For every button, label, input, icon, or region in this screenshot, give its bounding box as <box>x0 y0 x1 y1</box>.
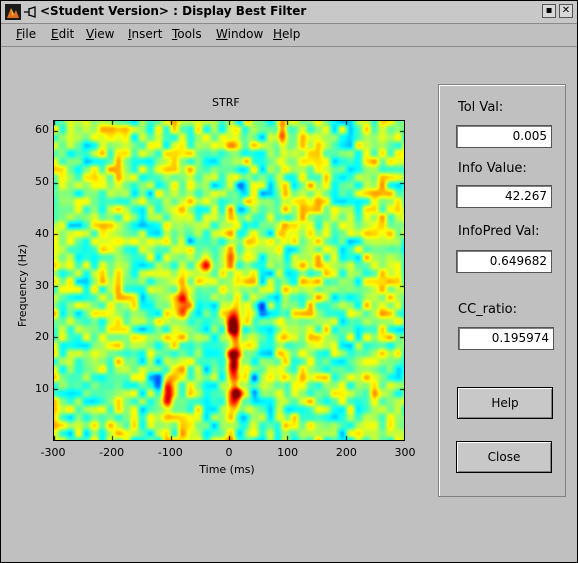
y-tick-label: 40 <box>35 226 49 240</box>
tol-val-field[interactable]: 0.005 <box>456 125 552 148</box>
x-tick-label: 200 <box>335 446 357 459</box>
infopred-val-field[interactable]: 0.649682 <box>456 250 552 273</box>
infopred-val-label: InfoPred Val: <box>458 224 540 239</box>
y-tick-label: 30 <box>35 278 49 292</box>
menu-tools[interactable]: Tools <box>172 27 202 41</box>
menu-help[interactable]: Help <box>273 27 301 41</box>
title-bar[interactable]: <Student Version> : Display Best Filter … <box>1 1 577 24</box>
minimize-button[interactable]: ▪ <box>542 4 556 18</box>
close-window-button[interactable]: ✕ <box>559 4 573 18</box>
menu-view[interactable]: View <box>86 27 115 41</box>
cc-ratio-label: CC_ratio: <box>458 302 518 317</box>
pin-icon[interactable] <box>23 4 37 20</box>
x-tick-label: -300 <box>40 446 66 459</box>
window-title: <Student Version> : Display Best Filter <box>40 4 307 18</box>
info-value-field[interactable]: 42.267 <box>456 185 552 208</box>
filter-info-panel: Tol Val: 0.005 Info Value: 42.267 InfoPr… <box>438 84 566 497</box>
tol-val-label: Tol Val: <box>458 100 504 115</box>
close-icon: ✕ <box>561 5 571 16</box>
x-tick-label: -100 <box>157 446 183 459</box>
minimize-icon: ▪ <box>545 5 553 16</box>
close-button[interactable]: Close <box>456 441 552 473</box>
x-axis-label: Time (ms) <box>199 463 255 476</box>
x-tick-label: -200 <box>99 446 125 459</box>
y-tick-label: 20 <box>35 330 49 344</box>
menu-insert[interactable]: Insert <box>128 27 163 41</box>
menu-file[interactable]: File <box>16 27 37 41</box>
cc-ratio-field[interactable]: 0.195974 <box>458 327 554 350</box>
y-tick-label: 50 <box>35 175 49 189</box>
strf-heatmap <box>54 121 404 440</box>
x-tick-label: 300 <box>394 446 416 459</box>
y-axis-label: Frequency (Hz) <box>16 244 29 327</box>
menu-window[interactable]: Window <box>216 27 264 41</box>
help-button[interactable]: Help <box>457 387 553 419</box>
x-tick-label: 0 <box>225 446 233 459</box>
info-value-label: Info Value: <box>458 161 527 176</box>
menu-edit[interactable]: Edit <box>51 27 75 41</box>
plot-title: STRF <box>212 96 240 109</box>
menu-bar: File Edit View Insert Tools Window Help <box>1 24 577 47</box>
y-tick-label: 60 <box>35 123 49 137</box>
matlab-icon <box>5 4 21 20</box>
x-tick-label: 100 <box>277 446 299 459</box>
strf-axes[interactable] <box>53 120 405 441</box>
y-tick-label: 10 <box>35 382 49 396</box>
